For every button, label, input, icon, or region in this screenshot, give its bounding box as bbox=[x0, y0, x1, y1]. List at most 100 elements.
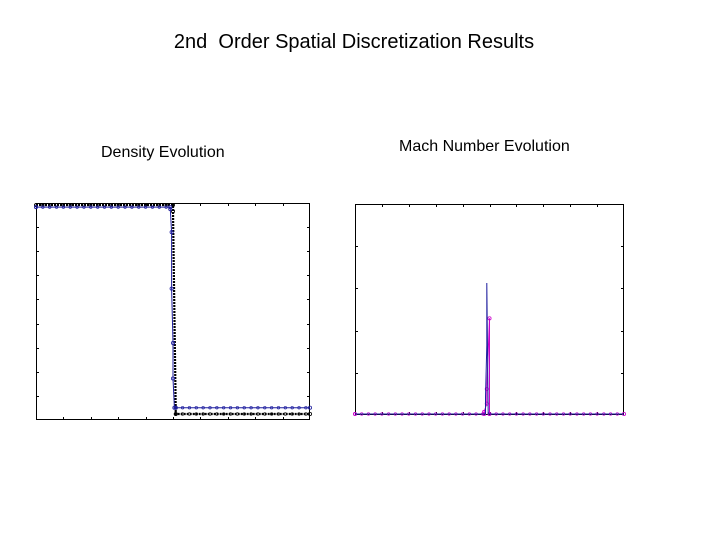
density-series-2-marker bbox=[194, 406, 198, 410]
density-series-2-marker bbox=[164, 205, 168, 209]
density-series-1-marker bbox=[54, 203, 59, 207]
density-series-2-marker bbox=[123, 205, 127, 209]
density-series-1-marker bbox=[242, 412, 246, 416]
density-series-2-marker bbox=[116, 205, 120, 209]
density-series-2-marker bbox=[256, 406, 260, 410]
density-series-2-marker bbox=[68, 205, 72, 209]
mach-series-2-line bbox=[355, 282, 624, 415]
density-series-1-marker bbox=[150, 203, 155, 207]
density-series-2-marker bbox=[180, 406, 185, 410]
density-series-1-marker bbox=[41, 203, 45, 207]
density-series-1-marker bbox=[263, 412, 267, 416]
density-series-1-marker bbox=[269, 412, 274, 416]
density-series-1-marker bbox=[34, 203, 38, 207]
density-series-2-marker bbox=[269, 406, 274, 410]
density-series-2-marker bbox=[170, 340, 175, 345]
mach-series-1-line bbox=[355, 318, 624, 415]
density-series-2-marker bbox=[34, 205, 38, 209]
density-series-2-marker bbox=[276, 406, 281, 410]
density-series-2-marker bbox=[168, 205, 173, 210]
density-series-1-marker bbox=[208, 412, 212, 416]
density-series-2-marker bbox=[41, 205, 45, 209]
density-series-2-marker bbox=[228, 406, 233, 410]
density-series-1-marker bbox=[290, 412, 294, 416]
density-series-1-marker bbox=[96, 203, 100, 207]
density-series-1-marker bbox=[174, 412, 178, 416]
density-series-2-marker bbox=[297, 406, 301, 410]
density-series-2-marker bbox=[249, 406, 253, 410]
density-series-1-marker bbox=[235, 412, 240, 416]
density-series-2-line bbox=[36, 206, 310, 409]
density-series-2-marker bbox=[143, 205, 148, 209]
density-series-2-marker bbox=[208, 406, 212, 410]
density-series-2-marker bbox=[54, 205, 59, 209]
density-series-1-marker bbox=[201, 412, 205, 416]
density-series-1-marker bbox=[170, 202, 175, 208]
mach-series-1-marker bbox=[487, 316, 492, 321]
density-series-2-marker bbox=[222, 406, 226, 410]
density-series-1-marker bbox=[75, 203, 79, 207]
density-series-1-marker bbox=[137, 203, 141, 207]
density-series-2-marker bbox=[137, 205, 141, 209]
density-series-2-marker bbox=[172, 405, 177, 410]
density-series-1-marker bbox=[61, 203, 66, 207]
density-series-2-marker bbox=[61, 205, 66, 209]
density-series-1-marker bbox=[297, 412, 301, 416]
density-series-1-marker bbox=[130, 203, 134, 207]
density-series-1-marker bbox=[48, 203, 52, 207]
density-series-1-marker bbox=[143, 203, 148, 207]
density-series-1-marker bbox=[102, 203, 107, 207]
density-series-1-marker bbox=[89, 203, 93, 207]
density-series-2-marker bbox=[187, 406, 192, 410]
mach-number-chart bbox=[352, 204, 626, 416]
density-series-1-marker bbox=[307, 411, 312, 416]
density-series-1-marker bbox=[123, 203, 127, 207]
density-series-2-marker bbox=[48, 205, 52, 209]
density-series-2-marker bbox=[82, 205, 86, 209]
density-series-2-marker bbox=[169, 230, 174, 235]
density-series-1-marker bbox=[170, 209, 175, 214]
density-series-1-marker bbox=[82, 203, 86, 207]
density-series-1-marker bbox=[215, 412, 219, 416]
density-series-2-marker bbox=[109, 205, 113, 209]
density-series-2-marker bbox=[157, 205, 161, 209]
density-series-1-marker bbox=[164, 203, 168, 207]
density-series-1-marker bbox=[304, 412, 308, 416]
density-series-1-marker bbox=[222, 412, 226, 416]
density-series-2-marker bbox=[235, 406, 240, 410]
density-series-1-line bbox=[36, 203, 310, 416]
density-series-2-marker bbox=[263, 406, 267, 410]
density-chart-title: Density Evolution bbox=[101, 144, 225, 161]
density-series-1-marker bbox=[116, 203, 120, 207]
mach-chart-title: Mach Number Evolution bbox=[399, 138, 570, 155]
density-series-1-marker bbox=[68, 203, 72, 207]
density-series-2-marker bbox=[150, 205, 155, 209]
density-series-1-marker bbox=[276, 412, 281, 416]
density-series-1-marker bbox=[283, 412, 287, 416]
density-series-2-marker bbox=[168, 207, 173, 212]
density-series-2-marker bbox=[283, 406, 287, 410]
density-series-1-marker bbox=[187, 412, 192, 416]
density-series-2-marker bbox=[169, 286, 174, 291]
density-series-1-marker bbox=[256, 412, 260, 416]
page-title: 2nd Order Spatial Discretization Results bbox=[173, 31, 535, 53]
density-series-2-marker bbox=[304, 406, 308, 410]
density-chart bbox=[33, 202, 312, 420]
density-series-1-marker bbox=[249, 412, 253, 416]
density-series-1-marker bbox=[109, 203, 113, 207]
density-series-1-marker bbox=[180, 412, 185, 416]
density-series-2-marker bbox=[201, 406, 205, 410]
density-series-2-marker bbox=[102, 205, 107, 209]
density-series-2-marker bbox=[307, 405, 312, 410]
density-series-2-marker bbox=[75, 205, 79, 209]
density-series-1-marker bbox=[157, 203, 161, 207]
density-series-2-marker bbox=[170, 376, 175, 381]
density-series-2-marker bbox=[215, 406, 219, 410]
density-series-2-marker bbox=[89, 205, 93, 209]
density-series-1-marker bbox=[228, 412, 233, 416]
density-series-2-marker bbox=[96, 205, 100, 209]
density-series-2-marker bbox=[290, 406, 294, 410]
density-series-2-marker bbox=[130, 205, 134, 209]
density-series-1-marker bbox=[194, 412, 198, 416]
density-series-2-marker bbox=[174, 406, 178, 410]
